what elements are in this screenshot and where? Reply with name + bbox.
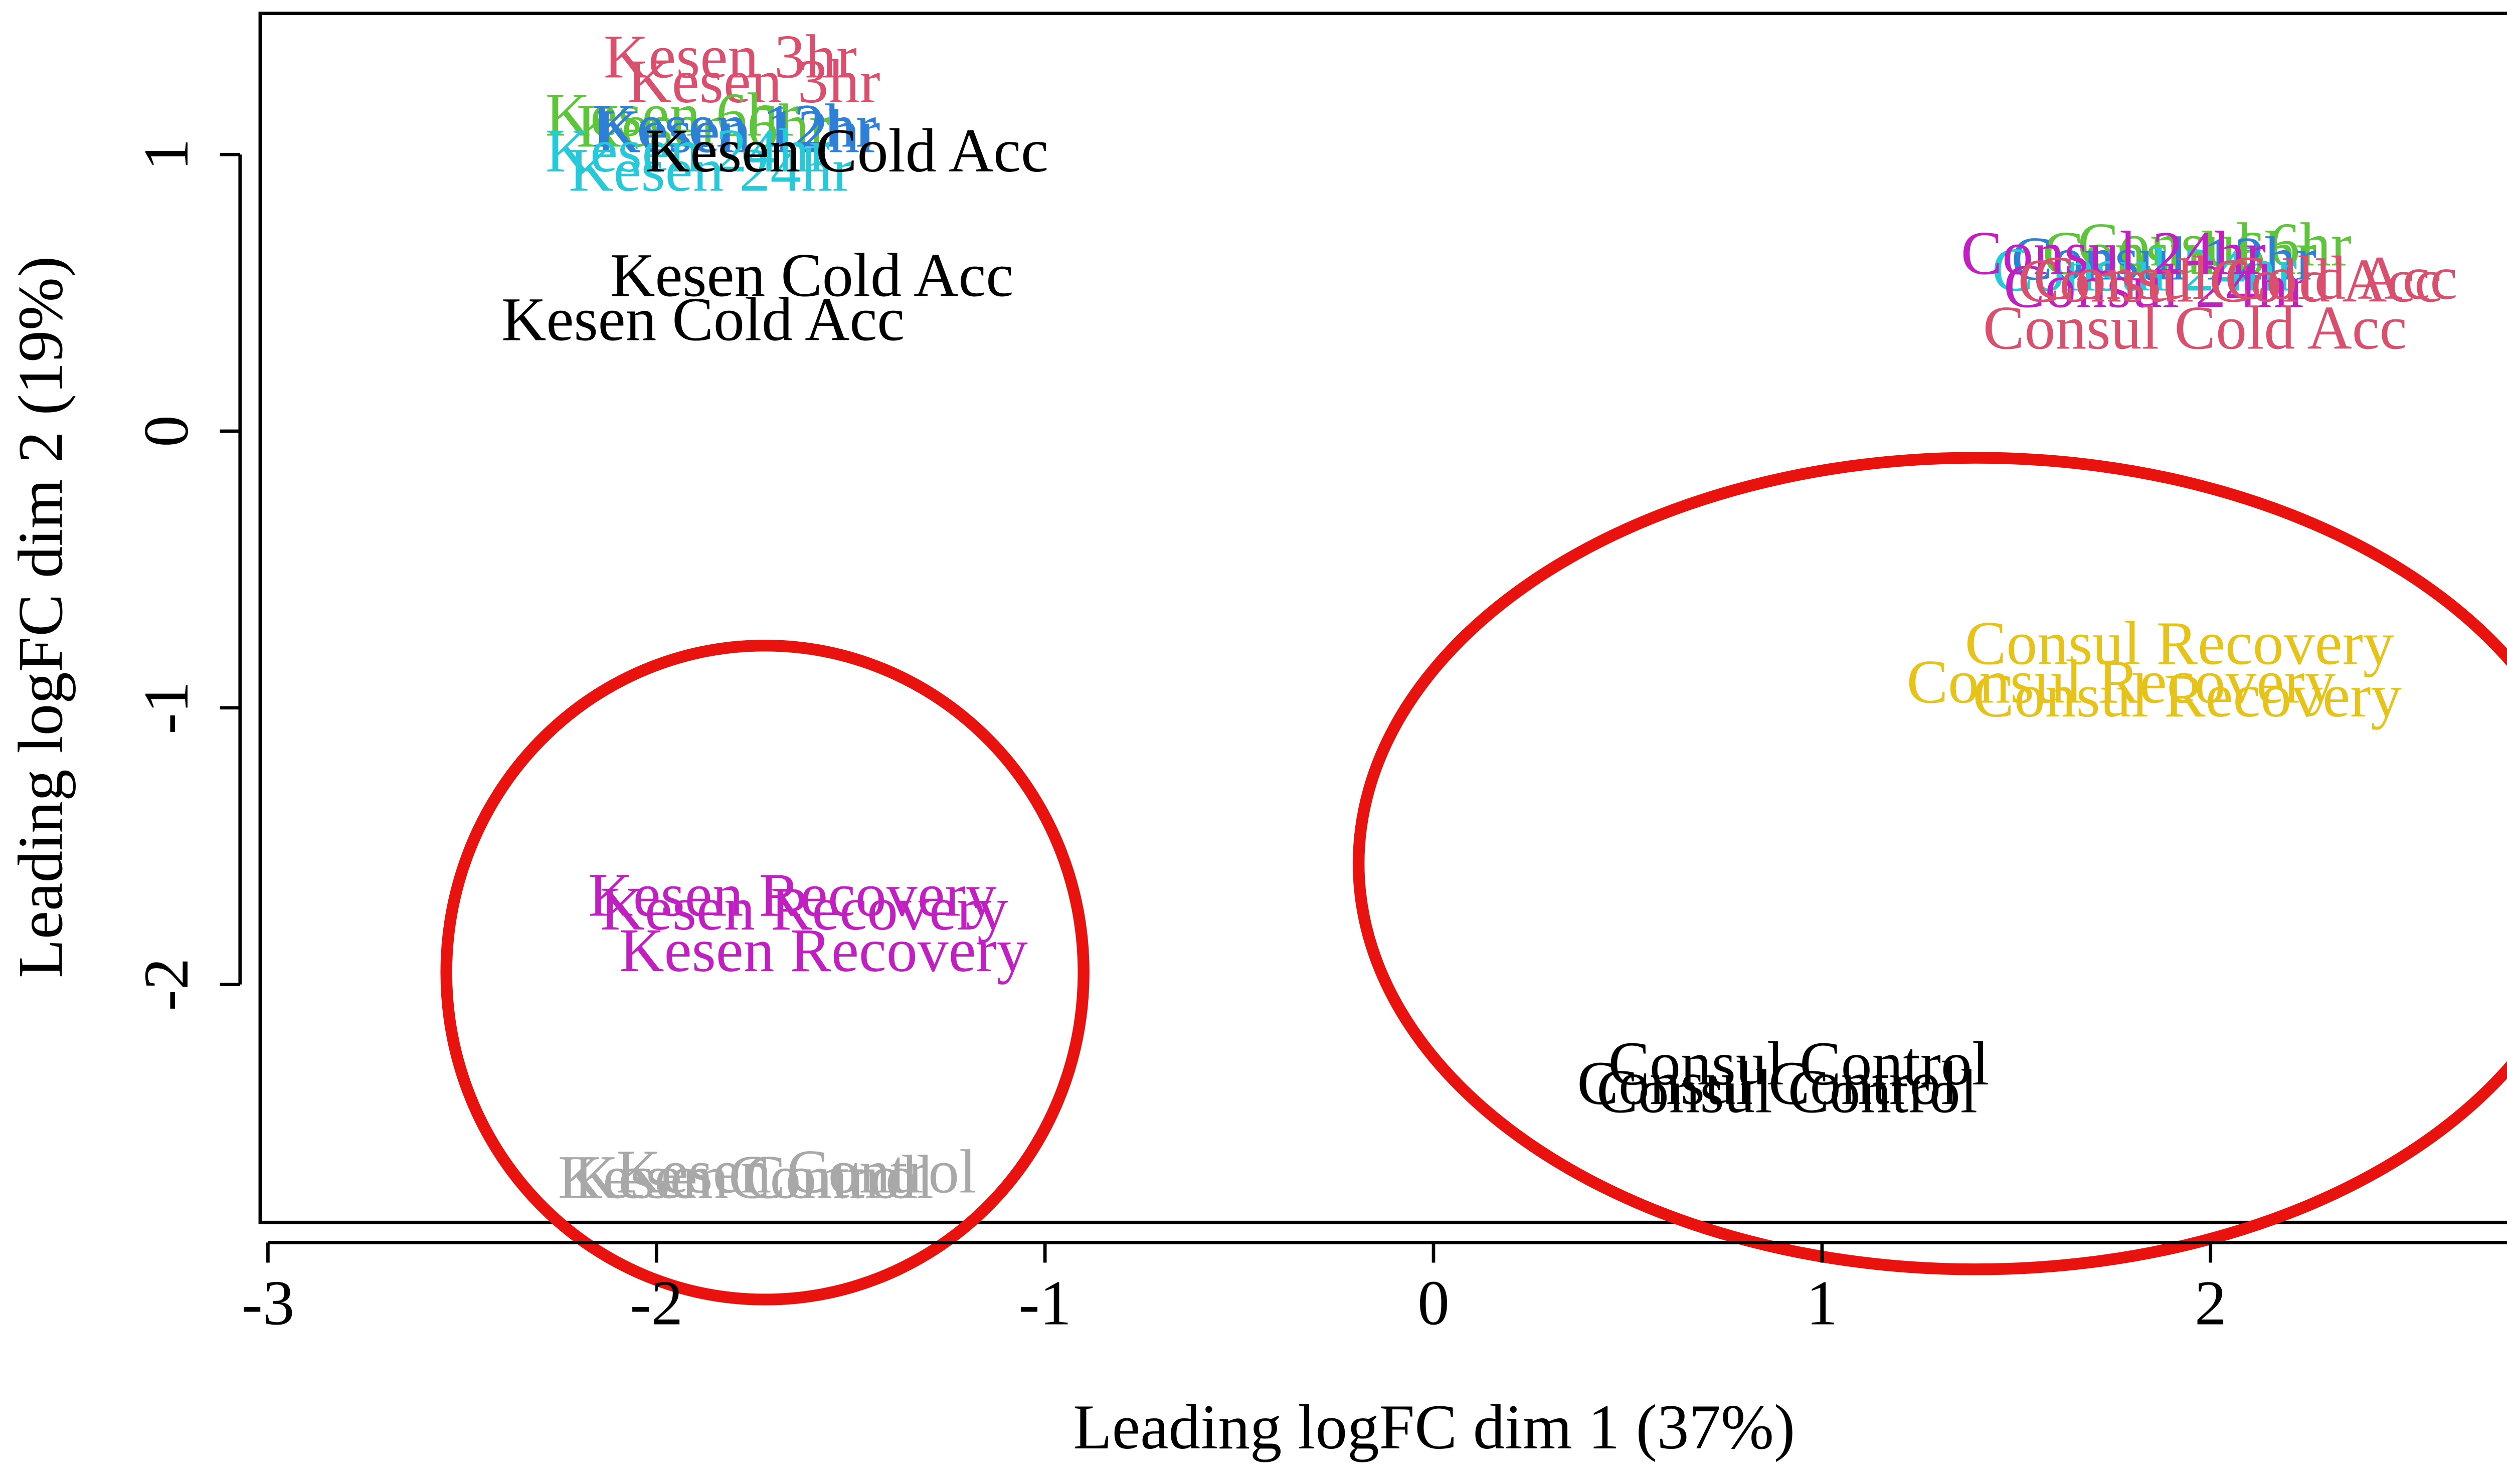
- ellipse: [440, 639, 1090, 1306]
- point-label: Consul Recovery: [1973, 661, 2402, 730]
- y-tick-label: 0: [131, 415, 202, 447]
- y-tick-label: -2: [131, 958, 202, 1011]
- x-axis-title: Leading logFC dim 1 (37%): [1073, 1392, 1795, 1462]
- point-label: Consul 24hr: [2004, 252, 2308, 321]
- point-label: Consul 12hr: [2012, 224, 2316, 293]
- point-label: Kesen Control: [558, 1143, 918, 1211]
- y-tick-label: -1: [131, 681, 202, 734]
- point-label: Kesen 24hr: [569, 136, 853, 205]
- point-label: Kesen Recovery: [619, 916, 1027, 985]
- point-label: Kesen Cold Acc: [645, 116, 1048, 185]
- point-label: Consul Cold Acc: [2034, 244, 2458, 312]
- point-label: Kesen 3hr: [604, 22, 857, 91]
- point-label: Kesen Cold Acc: [501, 285, 905, 354]
- point-label: Kesen Cold Acc: [610, 241, 1013, 309]
- y-tick-label: 1: [131, 138, 202, 170]
- x-tick-label: 2: [2195, 1268, 2227, 1338]
- x-tick-label: -3: [241, 1268, 294, 1338]
- point-label: Kesen 6hr: [546, 80, 799, 149]
- annotation-ellipses: [440, 452, 2507, 1306]
- point-label: Kesen 6hr: [577, 91, 830, 160]
- point-label: Consul Control: [1577, 1049, 1958, 1118]
- point-label: Kesen Recovery: [600, 874, 1008, 943]
- x-tick-label: 1: [1806, 1268, 1838, 1338]
- point-label: Consul 24hr: [1961, 219, 2266, 287]
- point-label: Consul 6hr: [2077, 211, 2352, 279]
- point-label: Consul 24hr: [1992, 235, 2297, 304]
- point-label: Consul 6hr: [2042, 219, 2316, 287]
- point-label: Kesen Control: [616, 1137, 976, 1206]
- x-tick-label: -1: [1018, 1268, 1071, 1338]
- x-tick-label: 0: [1417, 1268, 1450, 1338]
- point-label: Kesen 3hr: [627, 47, 880, 116]
- point-label: Kesen 24hr: [546, 116, 830, 185]
- point-label: Consul Cold Acc: [2018, 246, 2442, 315]
- point-label: Kesen 12hr: [592, 91, 876, 160]
- point-label: Kesen Control: [574, 1143, 934, 1211]
- point-label: Kesen 12hr: [596, 97, 880, 165]
- plot-frame: [258, 12, 2507, 1224]
- point-label: Kesen Recovery: [588, 861, 996, 930]
- point-label: Consul Recovery: [1965, 609, 2394, 677]
- point-label: Consul Recovery: [1907, 648, 2336, 716]
- x-tick-label: -2: [630, 1268, 683, 1338]
- point-label: Consul Control: [1608, 1029, 1989, 1098]
- y-axis-title: Leading logFC dim 2 (19%): [6, 256, 76, 978]
- ellipse: [1353, 452, 2507, 1275]
- point-label: Consul Control: [1596, 1057, 1978, 1126]
- point-label: Consul Cold Acc: [1983, 293, 2407, 362]
